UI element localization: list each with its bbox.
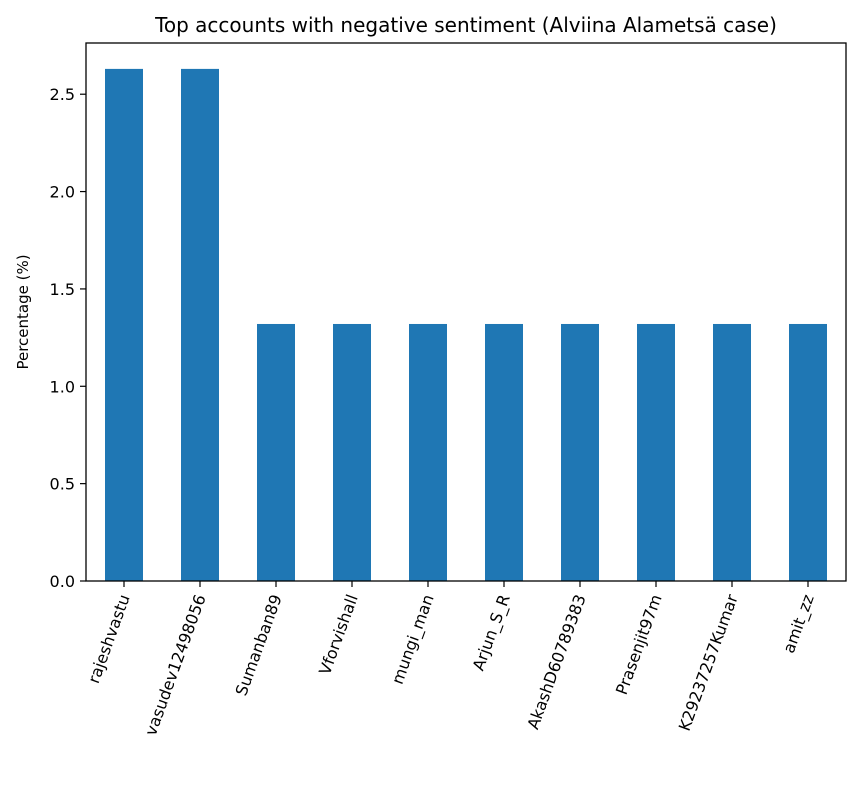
- bar: [561, 323, 599, 581]
- bar: [257, 323, 295, 581]
- bar: [713, 323, 751, 581]
- y-axis-label: Percentage (%): [14, 254, 32, 369]
- y-axis: 0.0 0.5 1.0 1.5 2.0 2.5: [50, 85, 86, 591]
- y-tick-label: 1.5: [50, 280, 75, 299]
- bar: [789, 323, 827, 581]
- plot-frame: [85, 42, 847, 582]
- x-axis: rajeshvastu vasudev12498056 Sumanban89 Vfor…: [84, 581, 819, 738]
- bar: [105, 68, 143, 581]
- x-tick-label: Vforvishall: [315, 592, 362, 677]
- x-tick-label: vasudev12498056: [141, 592, 210, 738]
- x-tick-label: Prasenjit97m: [612, 592, 666, 697]
- bar: [181, 68, 219, 581]
- bar: [333, 323, 371, 581]
- bars-group: [105, 68, 827, 581]
- x-tick-label: AkashD60789383: [523, 592, 589, 732]
- y-tick-label: 1.0: [50, 377, 75, 396]
- y-tick-label: 0.0: [50, 572, 75, 591]
- bar: [637, 323, 675, 581]
- x-tick-label: amit_zz: [779, 592, 819, 656]
- bar: [409, 323, 447, 581]
- x-tick-label: rajeshvastu: [84, 592, 134, 686]
- y-tick-label: 2.0: [50, 183, 75, 202]
- y-tick-label: 2.5: [50, 85, 75, 104]
- x-tick-label: Sumanban89: [232, 592, 286, 698]
- bar: [485, 323, 523, 581]
- x-tick-label: mungi_man: [388, 592, 439, 687]
- x-tick-label: K29237257Kumar: [675, 591, 742, 733]
- y-tick-label: 0.5: [50, 475, 75, 494]
- chart-title: Top accounts with negative sentiment (Al…: [154, 13, 777, 37]
- x-tick-label: Arjun_S_R: [469, 592, 515, 674]
